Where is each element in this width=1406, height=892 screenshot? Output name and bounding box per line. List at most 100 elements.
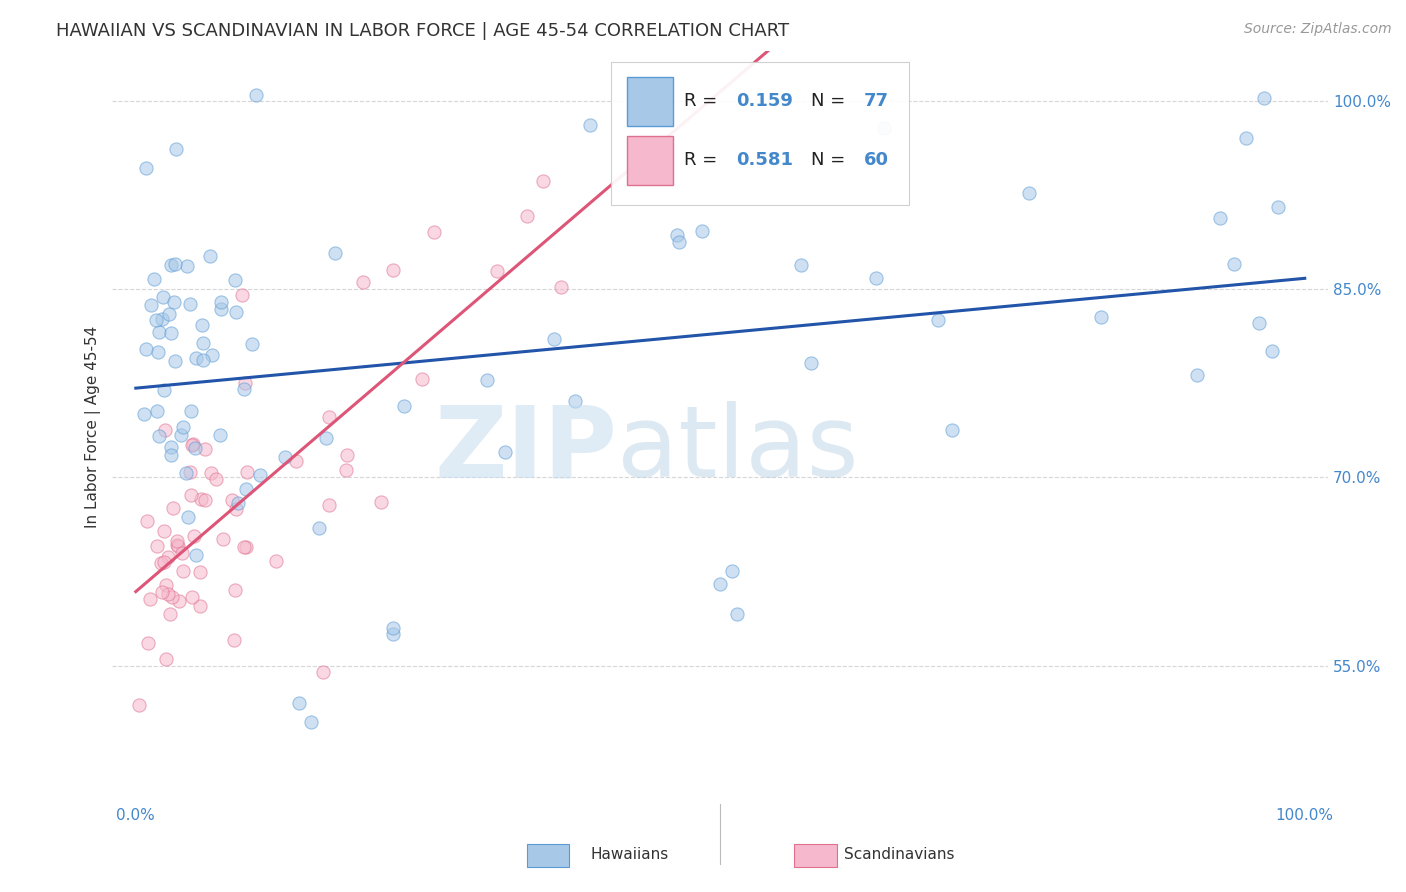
Text: HAWAIIAN VS SCANDINAVIAN IN LABOR FORCE | AGE 45-54 CORRELATION CHART: HAWAIIAN VS SCANDINAVIAN IN LABOR FORCE … [56, 22, 789, 40]
Point [336, 448, 359, 462]
Point [800, 356, 823, 370]
Point [1222, 257, 1244, 271]
Point [927, 313, 949, 327]
Point [221, 493, 243, 508]
Point [181, 437, 204, 451]
Text: 60: 60 [863, 151, 889, 169]
Point [245, 87, 267, 102]
Point [139, 298, 162, 312]
Point [668, 235, 690, 250]
Point [152, 524, 174, 539]
Point [235, 482, 257, 496]
Point [142, 272, 165, 286]
Point [146, 345, 169, 359]
Point [176, 259, 198, 273]
Point [162, 501, 184, 516]
Point [485, 264, 508, 278]
Point [165, 257, 187, 271]
Point [1253, 91, 1275, 105]
Point [198, 249, 221, 263]
Text: ZIP: ZIP [434, 401, 617, 499]
Point [136, 635, 159, 649]
Point [201, 348, 224, 362]
Text: R =: R = [683, 151, 723, 169]
Point [423, 225, 446, 239]
Point [564, 393, 586, 408]
Point [494, 444, 516, 458]
Point [381, 263, 404, 277]
Point [152, 383, 174, 397]
Text: 77: 77 [863, 92, 889, 110]
Point [209, 295, 232, 310]
Point [193, 352, 215, 367]
Point [166, 534, 188, 549]
Text: R =: R = [683, 92, 723, 110]
Point [146, 539, 169, 553]
Point [231, 288, 253, 302]
Point [709, 577, 731, 591]
Point [531, 174, 554, 188]
Text: Scandinavians: Scandinavians [844, 847, 955, 862]
Point [157, 587, 180, 601]
Point [183, 441, 205, 455]
Point [873, 121, 896, 136]
Point [318, 409, 340, 424]
Point [128, 698, 150, 712]
Point [136, 514, 159, 528]
Point [516, 210, 538, 224]
Point [308, 521, 330, 535]
Point [690, 225, 713, 239]
Point [183, 529, 205, 543]
Point [155, 423, 177, 437]
Point [172, 546, 194, 560]
FancyBboxPatch shape [627, 136, 673, 185]
Point [236, 465, 259, 479]
Point [145, 403, 167, 417]
Point [233, 376, 256, 390]
Point [232, 540, 254, 554]
Point [163, 295, 186, 310]
Point [226, 496, 249, 510]
Point [165, 142, 187, 156]
Point [188, 565, 211, 579]
Point [160, 448, 183, 462]
Point [204, 472, 226, 486]
FancyBboxPatch shape [610, 62, 908, 205]
Point [392, 399, 415, 413]
Point [212, 532, 235, 546]
Point [721, 565, 744, 579]
Point [160, 591, 183, 605]
Point [370, 495, 392, 509]
Text: N =: N = [811, 92, 852, 110]
Point [288, 696, 311, 710]
Point [335, 463, 357, 477]
Point [167, 593, 190, 607]
Point [1267, 200, 1289, 214]
Point [170, 427, 193, 442]
Point [315, 432, 337, 446]
Point [184, 351, 207, 366]
Point [209, 302, 232, 317]
Point [285, 453, 308, 467]
Point [318, 498, 340, 512]
Point [193, 336, 215, 351]
Point [352, 275, 374, 289]
Point [273, 450, 295, 464]
Point [224, 273, 246, 287]
Point [665, 228, 688, 243]
Point [157, 307, 180, 321]
Point [188, 599, 211, 613]
Point [235, 541, 257, 555]
Y-axis label: In Labor Force | Age 45-54: In Labor Force | Age 45-54 [86, 326, 101, 528]
Point [165, 354, 187, 368]
Point [323, 246, 346, 260]
Point [135, 161, 157, 175]
Point [1247, 316, 1270, 330]
Point [224, 632, 246, 647]
Point [411, 372, 433, 386]
Point [176, 510, 198, 524]
Point [153, 555, 176, 569]
Point [148, 428, 170, 442]
Point [240, 337, 263, 351]
Point [543, 332, 565, 346]
